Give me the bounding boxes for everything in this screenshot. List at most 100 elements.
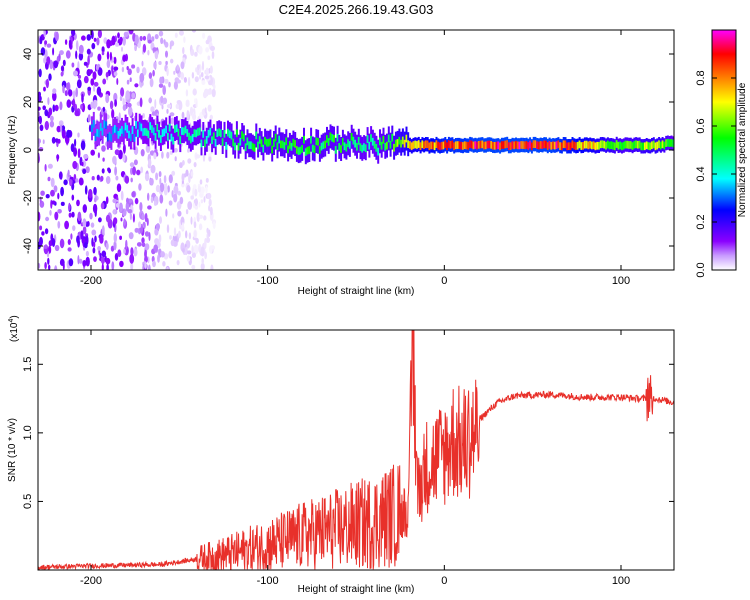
spectrogram-cell — [57, 138, 61, 144]
x-tick-label: 100 — [612, 575, 630, 587]
spectrogram-cell — [88, 124, 92, 133]
spectrogram-cell — [96, 37, 100, 46]
spectrogram-ridge — [560, 142, 563, 151]
spectrogram-cell — [156, 223, 160, 231]
spectrogram-cell — [102, 157, 105, 162]
spectrogram-cell — [83, 75, 89, 84]
spectrogram-ridge — [347, 139, 350, 148]
spectrogram-ridge — [283, 142, 286, 150]
spectrogram-cell — [139, 202, 143, 212]
spectrogram-cell — [115, 175, 119, 181]
spectrogram-cell — [117, 249, 122, 257]
spectrogram-cell — [204, 107, 207, 114]
spectrogram-cell — [114, 166, 117, 176]
y-tick-label: 0.5 — [22, 494, 34, 509]
spectrogram-cell — [38, 142, 41, 148]
spectrogram-cell — [69, 179, 73, 187]
spectrogram-cell — [127, 209, 133, 214]
spectrogram-ridge — [251, 142, 254, 151]
spectrogram-ridge — [486, 140, 489, 149]
spectrogram-cell — [46, 56, 51, 65]
spectrogram-cell — [38, 68, 42, 78]
spectrogram-cell — [129, 162, 135, 168]
spectrogram-ridge — [306, 146, 309, 155]
spectrogram-cell — [126, 197, 129, 204]
spectrogram-cell — [64, 220, 69, 230]
spectrogram-ridge — [396, 139, 399, 147]
spectrogram-ridge — [405, 134, 408, 143]
spectrogram-cell — [173, 227, 177, 237]
spectrogram-cell — [72, 225, 76, 232]
spectrogram-cell — [85, 166, 90, 174]
spectrogram-ridge — [499, 142, 502, 151]
spectrogram-cell — [188, 232, 192, 240]
spectrogram-cell — [210, 264, 214, 270]
spectrogram-ridge — [380, 141, 383, 150]
spectrogram-cell — [176, 64, 180, 71]
spectrogram-cell — [97, 30, 102, 39]
spectrogram-ridge — [440, 141, 443, 150]
spectrogram-cell — [171, 170, 176, 176]
spectrogram-cell — [71, 30, 76, 37]
snr-frame — [37, 329, 675, 571]
spectrogram-cell — [122, 104, 127, 111]
spectrogram-cell — [106, 263, 109, 270]
spectrogram-cell — [62, 59, 66, 67]
spectrogram-ridge — [191, 134, 194, 142]
spectrogram-cell — [125, 239, 128, 250]
spectrogram-ridge — [403, 139, 406, 148]
spectrogram-cell — [75, 50, 78, 60]
snr-panel: -200 -100 0 100 0.5 1.0 1.5 Height of straigh… — [7, 315, 675, 595]
spectrogram-ridge — [610, 141, 613, 149]
spectrogram-ridge — [154, 133, 157, 141]
spectrogram-ridge — [188, 132, 191, 141]
spectrogram-cell — [185, 89, 189, 97]
spectrogram-ridge — [126, 125, 129, 133]
colorbar-tick-label: 0.0 — [695, 262, 707, 277]
spectrogram-cell — [114, 99, 117, 107]
spectrogram-cell — [105, 214, 111, 223]
spectrogram-ridge — [269, 137, 272, 146]
spectrogram-ridge — [204, 139, 207, 148]
spectrogram-ridge — [538, 141, 540, 150]
spectrogram-cell — [179, 162, 183, 169]
spectrogram-cell — [82, 168, 87, 174]
spectrogram-cell — [114, 253, 119, 261]
y-tick-label: 20 — [22, 96, 34, 108]
spectrogram-cell — [159, 177, 162, 185]
spectrogram-ridge — [329, 132, 332, 141]
spectrogram-cell — [159, 76, 164, 85]
spectrogram-ridge — [474, 141, 477, 149]
spectrogram-cell — [47, 176, 51, 182]
spectrogram-ridge — [377, 147, 380, 156]
spectrogram-cell — [158, 234, 162, 243]
spectrogram-ridge — [253, 144, 256, 152]
spectrogram-ridge — [182, 127, 185, 136]
spectrogram-cell — [149, 78, 154, 88]
spectrogram-cell — [82, 226, 87, 235]
spectrogram-ridge — [513, 141, 516, 150]
spectrogram-y-label: Frequency (Hz) — [7, 116, 18, 185]
spectrogram-cell — [106, 59, 111, 69]
spectrogram-cell — [102, 106, 105, 112]
spectrogram-cell — [139, 35, 143, 42]
x-tick-label: 100 — [612, 275, 630, 287]
spectrogram-cell — [164, 78, 169, 84]
spectrogram-ridge — [216, 129, 219, 137]
x-tick-label: 0 — [441, 575, 447, 587]
spectrogram-cell — [181, 173, 185, 182]
spectrogram-cell — [109, 100, 114, 110]
spectrogram-cell — [96, 174, 100, 181]
spectrogram-ridge — [327, 138, 330, 146]
spectrogram-ridge — [548, 141, 551, 149]
spectrogram-ridge — [308, 146, 311, 154]
spectrogram-cell — [81, 35, 86, 41]
spectrogram-cell — [183, 77, 187, 83]
spectrogram-ridge — [133, 134, 136, 142]
spectrogram-cell — [74, 138, 77, 147]
spectrogram-ridge — [285, 137, 288, 146]
spectrogram-cell — [97, 53, 102, 62]
spectrogram-ridge — [320, 142, 323, 151]
spectrogram-cell — [191, 264, 196, 270]
spectrogram-ridge — [672, 139, 674, 148]
